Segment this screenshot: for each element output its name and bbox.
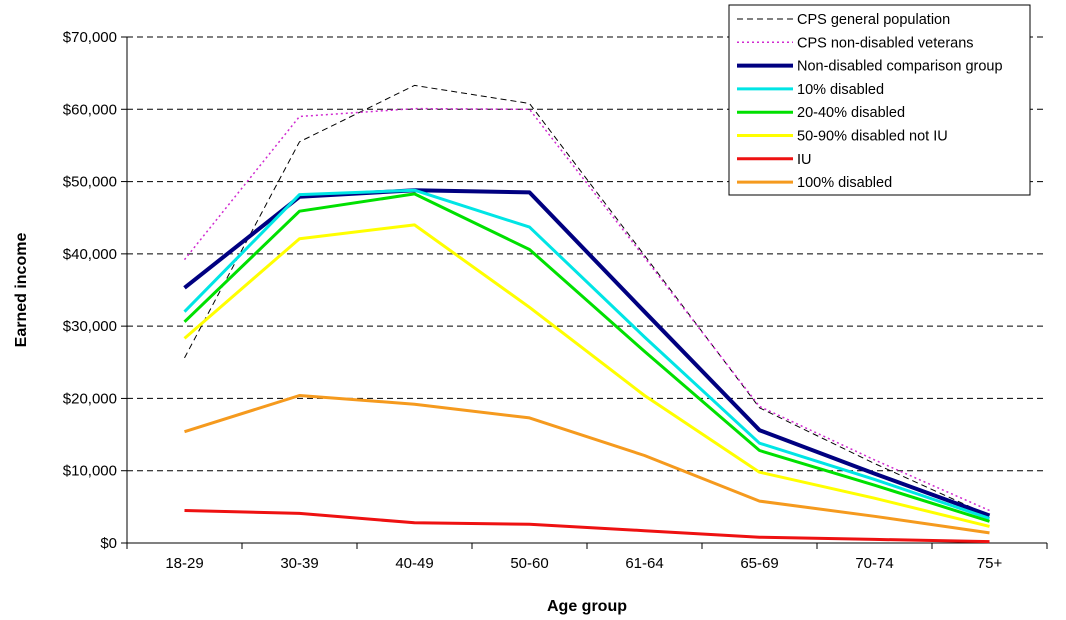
series-line-0 bbox=[184, 84, 990, 516]
x-tick-label: 61-64 bbox=[625, 555, 663, 572]
x-tick-label: 75+ bbox=[977, 555, 1003, 572]
x-tick-label: 50-60 bbox=[510, 555, 548, 572]
x-tick-label: 65-69 bbox=[740, 555, 778, 572]
legend-label: Non-disabled comparison group bbox=[797, 59, 1003, 75]
legend-label: 10% disabled bbox=[797, 82, 884, 98]
x-tick-label: 40-49 bbox=[395, 555, 433, 572]
series-line-7 bbox=[184, 394, 990, 535]
y-tick-label: $20,000 bbox=[63, 390, 117, 407]
y-tick-label: $60,000 bbox=[63, 101, 117, 118]
x-tick-label: 70-74 bbox=[855, 555, 893, 572]
legend-label: 50-90% disabled not IU bbox=[797, 129, 948, 145]
x-axis-title: Age group bbox=[547, 598, 627, 615]
legend-label: CPS non-disabled veterans bbox=[797, 35, 974, 51]
legend: CPS general population CPS non-disabled v… bbox=[728, 4, 1031, 196]
x-axis: 18-29 30-39 40-49 50-60 61-64 65-69 70-74 75+ bbox=[126, 37, 1048, 572]
series-line-2 bbox=[183, 188, 991, 518]
series-lines bbox=[183, 84, 991, 544]
series-line-4 bbox=[183, 192, 990, 523]
y-tick-label: $10,000 bbox=[63, 463, 117, 480]
y-tick-label: $50,000 bbox=[63, 174, 117, 191]
y-axis-title: Earned income bbox=[13, 233, 30, 348]
x-tick-label: 30-39 bbox=[280, 555, 318, 572]
legend-label: 20-40% disabled bbox=[797, 105, 905, 121]
y-tick-labels: $0 $10,000 $20,000 $30,000 $40,000 $50,000 $60… bbox=[63, 29, 127, 552]
legend-label: IU bbox=[797, 152, 812, 168]
y-tick-label: $30,000 bbox=[63, 318, 117, 335]
series-line-5 bbox=[183, 223, 990, 528]
y-tick-label: $70,000 bbox=[63, 29, 117, 46]
legend-box bbox=[728, 4, 1031, 196]
y-tick-label: $0 bbox=[100, 535, 117, 552]
y-tick-label: $40,000 bbox=[63, 246, 117, 263]
legend-label: 100% disabled bbox=[797, 175, 892, 191]
x-tick-label: 18-29 bbox=[165, 555, 203, 572]
legend-label: CPS general population bbox=[797, 12, 950, 28]
series-line-6 bbox=[184, 509, 990, 544]
series-line-3 bbox=[183, 188, 990, 520]
series-line-1 bbox=[183, 107, 990, 512]
